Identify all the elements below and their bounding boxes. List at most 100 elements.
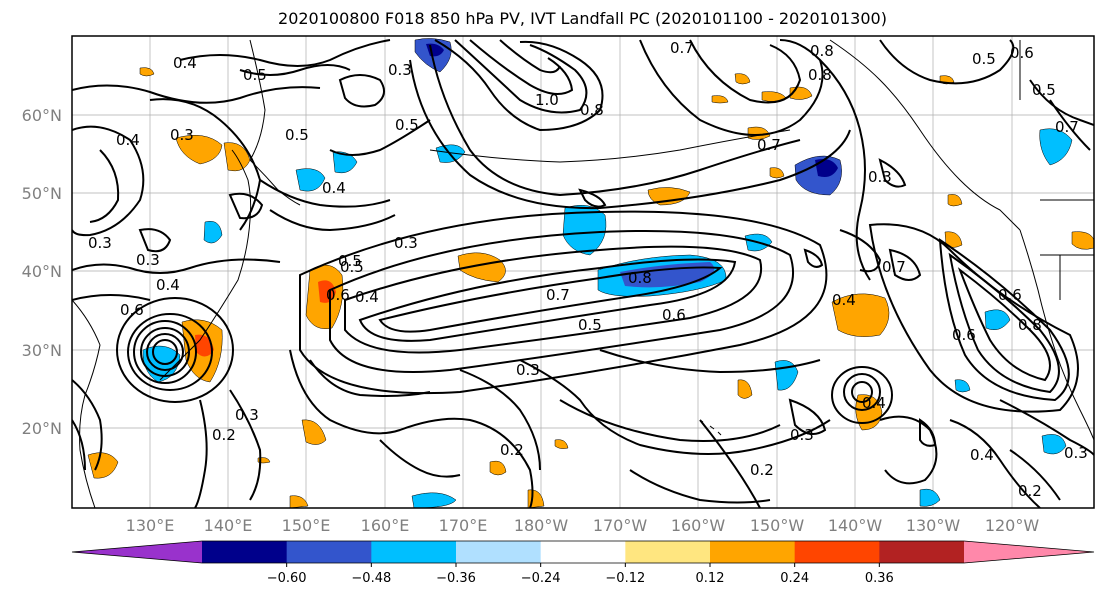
pv-blob-pos [139,67,155,77]
lon-label: 170°W [593,516,648,535]
pv-blob-pos [831,293,890,337]
pv-blob-pos [554,439,569,449]
hawaii-islands [699,419,722,436]
contour-label: 0.7 [757,136,781,154]
pv-blob-neg [1039,128,1073,166]
contour-label: 0.2 [1018,482,1042,500]
contour-label: 0.6 [998,286,1022,304]
lon-label: 140°E [204,516,253,535]
contour-label: 0.5 [340,258,364,276]
lon-label: 180°W [514,516,569,535]
contour-label: 0.4 [116,131,140,149]
colorbar-segment [456,541,542,563]
contour-label: 0.2 [750,461,774,479]
colorbar-tick-label: 0.12 [696,571,725,586]
colorbar-tick-label: 0.36 [865,571,894,586]
contour-label: 0.3 [516,361,540,379]
contour-label: 0.4 [156,276,180,294]
contour-label: 0.5 [338,252,362,270]
pv-blob-neg [562,204,607,256]
lon-label: 120°W [985,516,1040,535]
colorbar-tick-label: −0.60 [267,571,307,586]
japan-coast [159,149,252,381]
colorbar-segment [286,541,372,563]
colorbar-extend-low [72,541,202,563]
contour-label: 0.3 [88,234,112,252]
pv-blob-pos [737,379,753,399]
map-title: 2020100800 F018 850 hPa PV, IVT Landfall… [278,9,887,28]
pv-blob-pos [289,495,309,508]
contour-label: 0.5 [285,126,309,144]
pv-blob-pos [318,280,336,303]
contour-label: 0.3 [235,406,259,424]
pv-blob-pos [457,252,506,283]
map-frame [71,35,1095,509]
colorbar-tick-label: −0.12 [605,571,645,586]
lon-label: 130°W [906,516,961,535]
contour-label: 0.4 [355,288,379,306]
lon-label: 130°E [126,516,175,535]
contour-label: 1.0 [535,91,559,109]
colorbar-tick-label: −0.24 [521,571,561,586]
contour-label: 0.8 [808,66,832,84]
pv-blob-neg [954,379,971,393]
aleutian-islands [429,129,791,163]
contour-label: 0.5 [972,50,996,68]
contour-label: 0.7 [546,286,570,304]
colorbar-segment [625,541,711,563]
contour-label: 0.4 [970,446,994,464]
lat-label: 50°N [22,184,62,203]
lat-label: 60°N [22,106,62,125]
contour-labels: 0.4 0.5 0.3 0.4 0.5 0.3 0.5 0.7 0.8 1.0 … [88,39,1088,500]
pv-blob-pos [769,167,785,179]
pv-blob-pos [489,460,507,476]
ivt-contours [72,39,1094,508]
contour-label: 0.2 [500,441,524,459]
kuril-islands [249,159,301,206]
lat-label: 20°N [22,419,62,438]
colorbar-segment [710,541,796,563]
longitude-labels: 130°E 140°E 150°E 160°E 170°E 180°W 170°… [126,516,1040,535]
colorbar-segment [540,541,626,563]
pv-blob-pos [175,134,223,165]
contour-label: 0.2 [212,426,236,444]
pv-blob-pos [947,194,963,207]
contour-label: 0.5 [578,316,602,334]
colorbar-tick-label: 0.24 [780,571,809,586]
contour-label: 0.5 [243,66,267,84]
pv-blob-neg [295,168,326,192]
contour-label: 0.3 [170,126,194,144]
pv-blob-neg [984,309,1011,330]
pv-blob-pos [1071,231,1094,250]
contour-label: 0.8 [1018,316,1042,334]
contour-label: 0.4 [322,179,346,197]
contour-label: 0.3 [388,61,412,79]
pv-blob-neg [332,151,358,174]
contour-label: 0.8 [580,101,604,119]
pv-blob-neg [203,221,223,244]
contour-label: 0.6 [952,326,976,344]
alaska-coast [829,39,1021,231]
pv-blob-neg [919,488,941,507]
pv-blob-pos [711,95,729,104]
contour-label: 0.4 [173,54,197,72]
contour-label: 0.7 [1055,118,1079,136]
contour-label: 0.7 [670,39,694,57]
coastlines [72,39,1094,508]
contour-label: 0.3 [394,234,418,252]
colorbar-segment [879,541,965,563]
contour-label: 0.6 [120,301,144,319]
contour-label: 0.6 [1010,44,1034,62]
latitude-labels: 60°N 50°N 40°N 30°N 20°N [22,106,62,438]
lon-label: 150°E [282,516,331,535]
colorbar-segment [371,541,457,563]
contour-label: 0.4 [862,394,886,412]
lon-label: 170°E [439,516,488,535]
lat-label: 30°N [22,341,62,360]
colorbar-tick-label: −0.36 [436,571,476,586]
contour-label: 0.4 [832,291,856,309]
lon-label: 140°W [828,516,883,535]
pv-blob-pos [301,419,327,445]
colorbar-segment [202,541,288,563]
